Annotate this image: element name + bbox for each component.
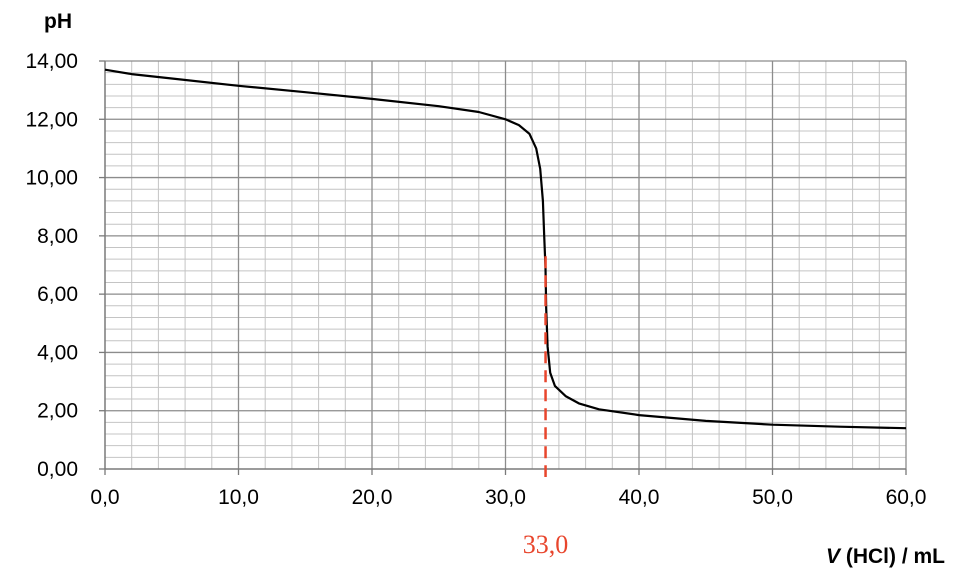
equivalence-annotation: 33,0	[523, 256, 569, 559]
titration-curve-line	[104, 68, 907, 430]
y-tick-label: 2,00	[37, 400, 78, 423]
y-tick-label: 14,00	[25, 50, 78, 73]
x-axis-title-unit: (HCl) / mL	[840, 545, 945, 568]
plot-axes	[99, 60, 907, 475]
x-tick-label: 60,0	[886, 486, 927, 509]
plot-series	[104, 68, 907, 430]
x-tick-label: 40,0	[619, 486, 660, 509]
x-tick-label: 20,0	[352, 486, 393, 509]
equivalence-volume-label: 33,0	[523, 530, 569, 559]
x-axis-title: V (HCl) / mL	[826, 545, 945, 568]
y-tick-label: 0,00	[37, 458, 78, 481]
x-tick-label: 30,0	[485, 486, 526, 509]
x-tick-label: 0,0	[90, 486, 119, 509]
y-axis-title: pH	[44, 10, 72, 33]
y-tick-label: 6,00	[37, 283, 78, 306]
x-tick-label: 50,0	[752, 486, 793, 509]
y-tick-label: 12,00	[25, 108, 78, 131]
plot-grid	[105, 60, 907, 469]
y-tick-label: 4,00	[37, 341, 78, 364]
x-tick-label: 10,0	[218, 486, 259, 509]
plot-labels: 0,0 10,0 20,0 30,0 40,0 50,0 60,0 0,00 2,00 4,00 6…	[25, 10, 945, 568]
x-axis-title-variable: V	[826, 545, 842, 568]
y-tick-label: 10,00	[25, 167, 78, 190]
y-tick-label: 8,00	[37, 225, 78, 248]
